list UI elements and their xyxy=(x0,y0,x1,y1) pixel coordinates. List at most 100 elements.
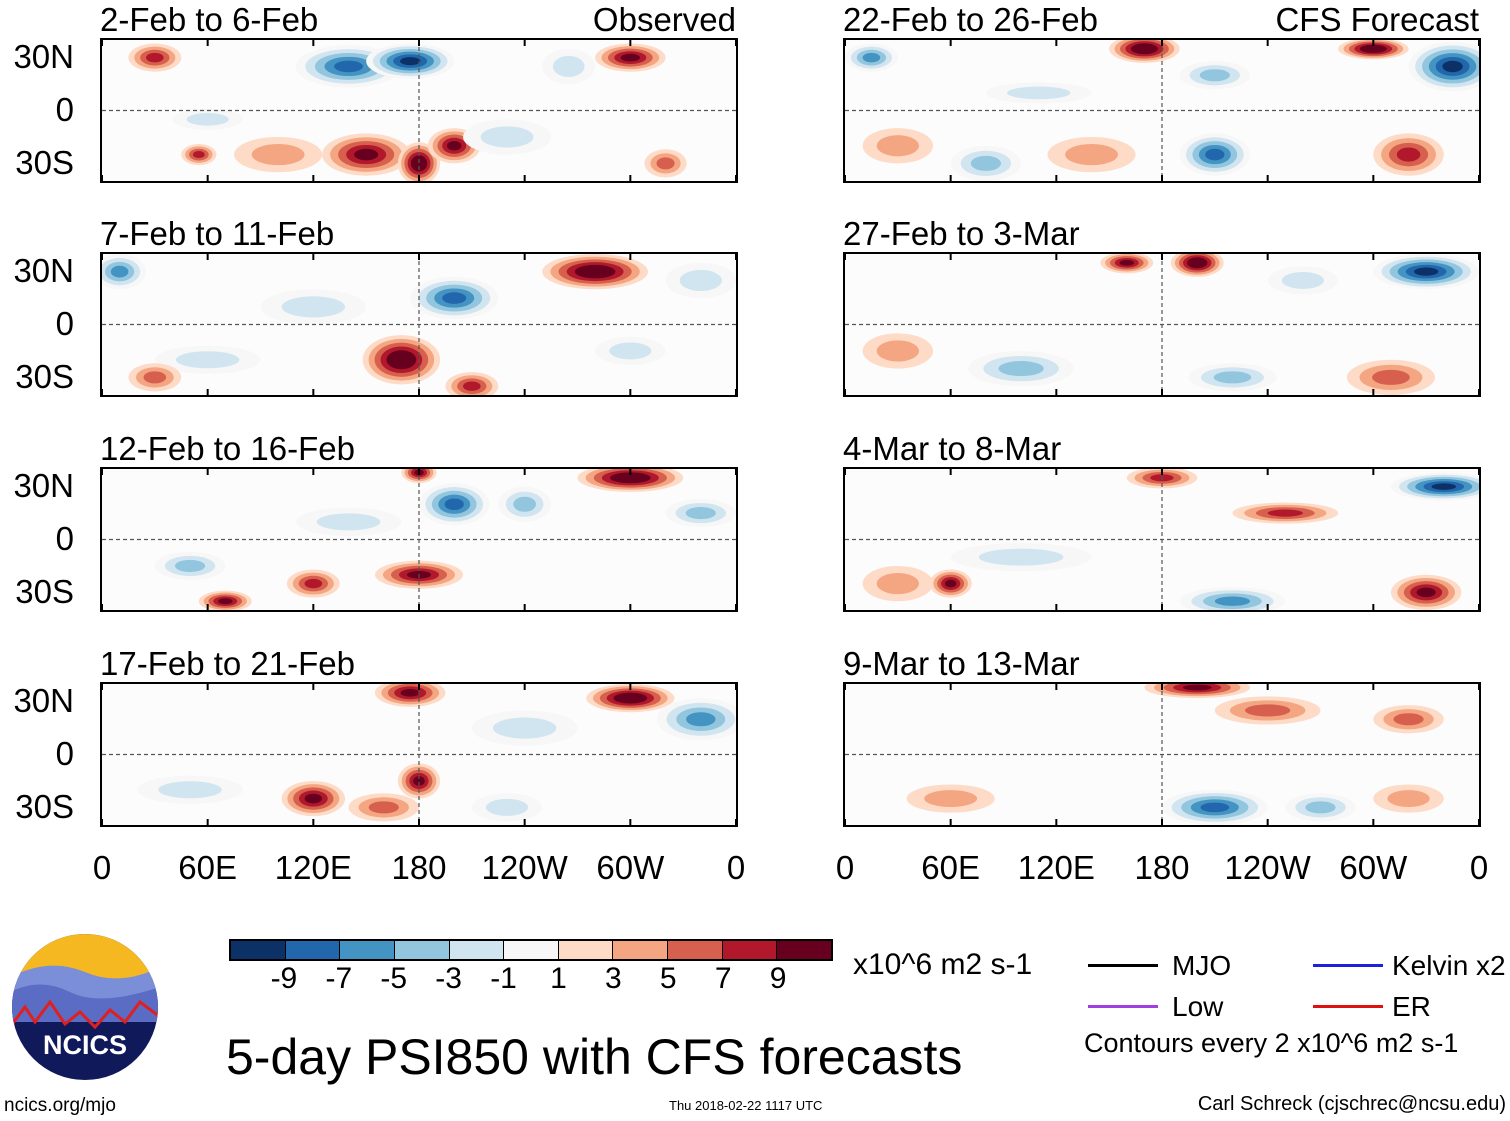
map-panel xyxy=(843,252,1481,397)
anomaly-contour xyxy=(444,498,464,511)
lon-label: 120W xyxy=(481,849,568,886)
lat-label: 30S xyxy=(15,788,74,825)
anomaly-contour xyxy=(1413,267,1439,276)
anomaly-contour xyxy=(1182,684,1212,691)
anomaly-contour xyxy=(485,798,529,816)
anomaly-contour xyxy=(1396,147,1421,162)
anomaly-contour xyxy=(679,269,722,292)
map-panel xyxy=(100,38,738,183)
anomaly-contour xyxy=(686,712,716,727)
anomaly-contour xyxy=(1442,60,1463,73)
lon-label: 60W xyxy=(596,849,665,886)
observed-column-label: Observed xyxy=(592,1,736,38)
anomaly-contour xyxy=(1365,46,1382,52)
legend-label-low: Low xyxy=(1172,991,1224,1022)
lon-label: 0 xyxy=(726,849,746,886)
lon-label: 120W xyxy=(1224,849,1311,886)
colorbar-swatch xyxy=(285,941,341,959)
colorbar-swatch xyxy=(777,941,832,959)
anomaly-contour xyxy=(1387,790,1430,808)
anomaly-contour xyxy=(1393,713,1424,726)
panel-title: 9-Mar to 13-Mar xyxy=(843,645,1080,682)
anomaly-contour xyxy=(414,158,424,169)
lat-label: 30S xyxy=(15,573,74,610)
legend-line-kelvin xyxy=(1313,964,1383,967)
lat-label: 30S xyxy=(15,358,74,395)
legend-label-kelvin: Kelvin x2 xyxy=(1392,950,1506,981)
map-panel xyxy=(100,682,738,827)
anomaly-contour xyxy=(251,143,305,166)
anomaly-contour xyxy=(400,688,420,697)
anomaly-contour xyxy=(1431,483,1456,490)
colorbar-swatch xyxy=(613,941,669,959)
lon-label: 120E xyxy=(1017,849,1095,886)
colorbar-swatch xyxy=(722,941,778,959)
colorbar-swatch xyxy=(504,941,559,959)
anomaly-contour xyxy=(970,155,1001,171)
colorbar-label: -9 xyxy=(270,962,298,995)
map-panel xyxy=(843,682,1481,827)
logo-text: NCICS xyxy=(43,1030,127,1060)
lat-label: 30N xyxy=(13,38,74,75)
lon-label: 60E xyxy=(921,849,981,886)
panel-title: 27-Feb to 3-Mar xyxy=(843,215,1080,252)
lat-label: 30N xyxy=(13,467,74,504)
anomaly-contour xyxy=(175,351,240,369)
anomaly-contour xyxy=(876,135,919,157)
anomaly-contour xyxy=(685,507,716,520)
anomaly-contour xyxy=(1199,69,1230,82)
panel-title: 12-Feb to 16-Feb xyxy=(100,430,355,467)
colorbar-label: 5 xyxy=(659,962,677,995)
anomaly-contour xyxy=(944,579,957,588)
anomaly-contour xyxy=(1281,271,1325,289)
map-panel xyxy=(843,38,1481,183)
colorbar-label: -3 xyxy=(435,962,462,995)
anomaly-contour xyxy=(392,354,411,366)
colorbar-swatch xyxy=(394,941,450,959)
lon-label: 180 xyxy=(391,849,447,886)
colorbar-label: 3 xyxy=(605,962,622,995)
legend-line-mjo xyxy=(1088,964,1158,967)
anomaly-contour xyxy=(1065,143,1118,166)
anomaly-contour xyxy=(582,267,608,276)
colorbar-units: x10^6 m2 s-1 xyxy=(853,948,1033,981)
anomaly-contour xyxy=(368,801,399,814)
anomaly-contour xyxy=(334,60,363,73)
lon-label: 0 xyxy=(835,849,855,886)
figure-title: 5-day PSI850 with CFS forecasts xyxy=(226,1029,963,1085)
colorbar-label: -1 xyxy=(490,962,517,995)
colorbar-label: 1 xyxy=(550,962,567,995)
lat-label: 0 xyxy=(55,520,74,557)
anomaly-contour xyxy=(1200,802,1230,813)
colorbar-label: 9 xyxy=(769,962,787,995)
anomaly-contour xyxy=(978,548,1064,566)
anomaly-contour xyxy=(1136,45,1153,53)
lat-label: 30S xyxy=(15,144,74,181)
anomaly-contour xyxy=(924,790,978,808)
map-panel xyxy=(100,467,738,612)
colorbar-swatch xyxy=(668,941,723,959)
legend-line-er xyxy=(1313,1005,1383,1008)
anomaly-contour xyxy=(447,140,462,151)
colorbar-label: 7 xyxy=(714,962,732,995)
panel-title: 17-Feb to 21-Feb xyxy=(100,645,355,682)
anomaly-contour xyxy=(400,57,421,66)
anomaly-contour xyxy=(304,793,322,804)
anomaly-contour xyxy=(186,112,229,126)
lat-label: 0 xyxy=(55,91,74,128)
anomaly-contour xyxy=(192,151,205,159)
colorbar-label: -7 xyxy=(325,962,353,995)
footer-author: Carl Schreck (cjschrec@ncsu.edu) xyxy=(1197,1093,1506,1115)
map-panel xyxy=(843,467,1481,612)
contour-note: Contours every 2 x10^6 m2 s-1 xyxy=(1084,1028,1459,1058)
lat-label: 0 xyxy=(55,735,74,772)
anomaly-contour xyxy=(862,52,881,63)
footer-url[interactable]: ncics.org/mjo xyxy=(4,1095,116,1116)
anomaly-contour xyxy=(620,694,641,702)
lon-label: 120E xyxy=(274,849,352,886)
anomaly-contour xyxy=(281,296,346,318)
panel-title: 4-Mar to 8-Mar xyxy=(843,430,1062,467)
lon-label: 60E xyxy=(178,849,238,886)
anomaly-contour xyxy=(1119,259,1134,266)
